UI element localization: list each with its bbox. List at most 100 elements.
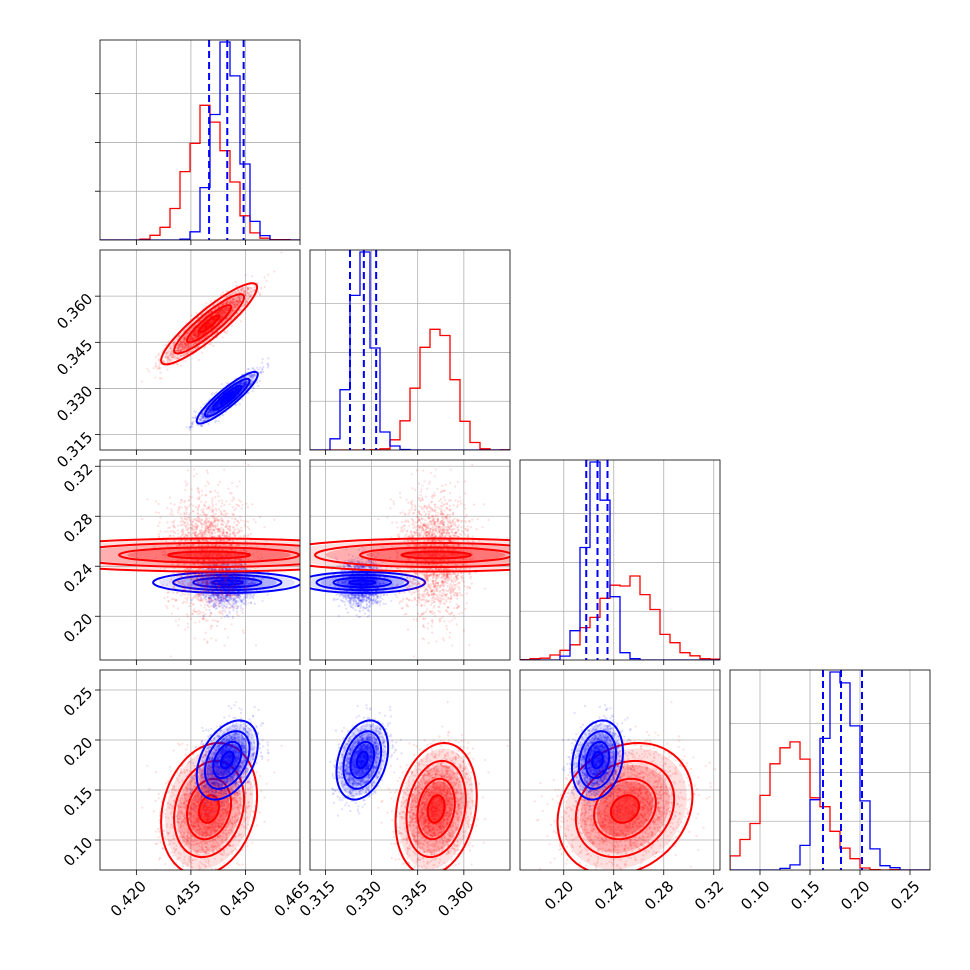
- sample-point: [209, 410, 212, 413]
- sample-point: [243, 382, 246, 385]
- sample-point: [200, 418, 203, 422]
- sample-point: [218, 401, 221, 404]
- sample-point: [179, 345, 182, 349]
- sample-point: [190, 345, 193, 348]
- sample-point: [208, 337, 211, 340]
- sample-point: [243, 381, 246, 384]
- sample-point: [251, 375, 254, 378]
- sample-point: [181, 347, 184, 350]
- sample-point: [234, 305, 237, 308]
- sample-point: [208, 411, 211, 414]
- sample-point: [261, 367, 264, 370]
- sample-point: [237, 387, 240, 390]
- sample-point: [207, 411, 210, 414]
- sample-point: [235, 388, 238, 391]
- sample-point: [212, 319, 215, 322]
- sample-point: [221, 311, 225, 314]
- sample-point: [245, 603, 248, 606]
- sample-point: [213, 392, 216, 395]
- sample-point: [196, 334, 199, 337]
- sample-point: [207, 413, 210, 416]
- sample-point: [252, 374, 256, 377]
- sample-point: [200, 417, 203, 420]
- sample-point: [243, 303, 246, 306]
- panel-1-0-data: [141, 251, 283, 431]
- sample-point: [234, 281, 237, 284]
- sample-point: [208, 409, 211, 412]
- sample-point: [201, 416, 204, 419]
- sample-point: [234, 308, 237, 311]
- sample-point: [240, 381, 243, 384]
- sample-point: [240, 296, 244, 300]
- sample-point: [215, 404, 218, 408]
- sample-point: [253, 373, 256, 376]
- sample-point: [208, 408, 211, 411]
- sample-point: [242, 289, 245, 292]
- sample-point: [191, 338, 194, 341]
- sample-point: [251, 366, 254, 370]
- sample-point: [221, 312, 224, 315]
- sample-point: [243, 383, 246, 386]
- sample-point: [259, 293, 262, 296]
- sample-point: [252, 377, 255, 380]
- sample-point: [235, 302, 239, 305]
- sample-point: [205, 412, 209, 415]
- sample-point: [241, 385, 244, 388]
- sample-point: [207, 411, 210, 414]
- sample-point: [179, 350, 182, 353]
- sample-point: [185, 326, 188, 330]
- sample-point: [249, 601, 253, 605]
- sample-point: [245, 380, 248, 383]
- sample-point: [236, 389, 239, 392]
- sample-point: [225, 309, 228, 312]
- sample-point: [193, 348, 196, 351]
- sample-point: [207, 410, 210, 413]
- sample-point: [219, 309, 222, 312]
- sample-point: [244, 382, 247, 385]
- sample-point: [201, 424, 204, 427]
- sample-point: [206, 411, 209, 414]
- sample-point: [236, 300, 239, 303]
- sample-point: [220, 303, 223, 306]
- sample-point: [239, 381, 242, 385]
- sample-point: [237, 291, 241, 294]
- sample-point: [235, 389, 238, 392]
- sample-point: [221, 303, 225, 306]
- sample-point: [243, 380, 246, 383]
- sample-point: [216, 403, 219, 406]
- sample-point: [195, 330, 198, 333]
- sample-point: [234, 305, 237, 308]
- sample-point: [209, 410, 212, 413]
- sample-point: [251, 390, 254, 393]
- sample-point: [219, 317, 222, 320]
- sample-point: [266, 363, 269, 366]
- sample-point: [193, 333, 197, 336]
- sample-point: [245, 382, 248, 385]
- sample-point: [210, 410, 213, 413]
- sample-point: [202, 414, 205, 417]
- sample-point: [166, 356, 169, 359]
- sample-point: [256, 366, 259, 369]
- sample-point: [253, 373, 256, 376]
- sample-point: [239, 383, 242, 386]
- sample-point: [235, 303, 238, 306]
- sample-point: [202, 412, 205, 416]
- sample-point: [216, 405, 220, 408]
- sample-point: [242, 385, 245, 388]
- sample-point: [196, 335, 199, 338]
- sample-point: [265, 279, 268, 282]
- sample-point: [216, 404, 219, 407]
- sample-point: [217, 401, 220, 404]
- sample-point: [209, 410, 212, 413]
- sample-point: [172, 342, 175, 345]
- sample-point: [236, 387, 239, 391]
- sample-point: [217, 305, 221, 308]
- sample-point: [217, 401, 220, 404]
- sample-point: [232, 389, 235, 392]
- sample-point: [243, 384, 246, 387]
- sample-point: [222, 311, 225, 314]
- sample-point: [217, 404, 220, 407]
- sample-point: [209, 411, 212, 415]
- sample-point: [240, 320, 243, 323]
- sample-point: [243, 380, 246, 383]
